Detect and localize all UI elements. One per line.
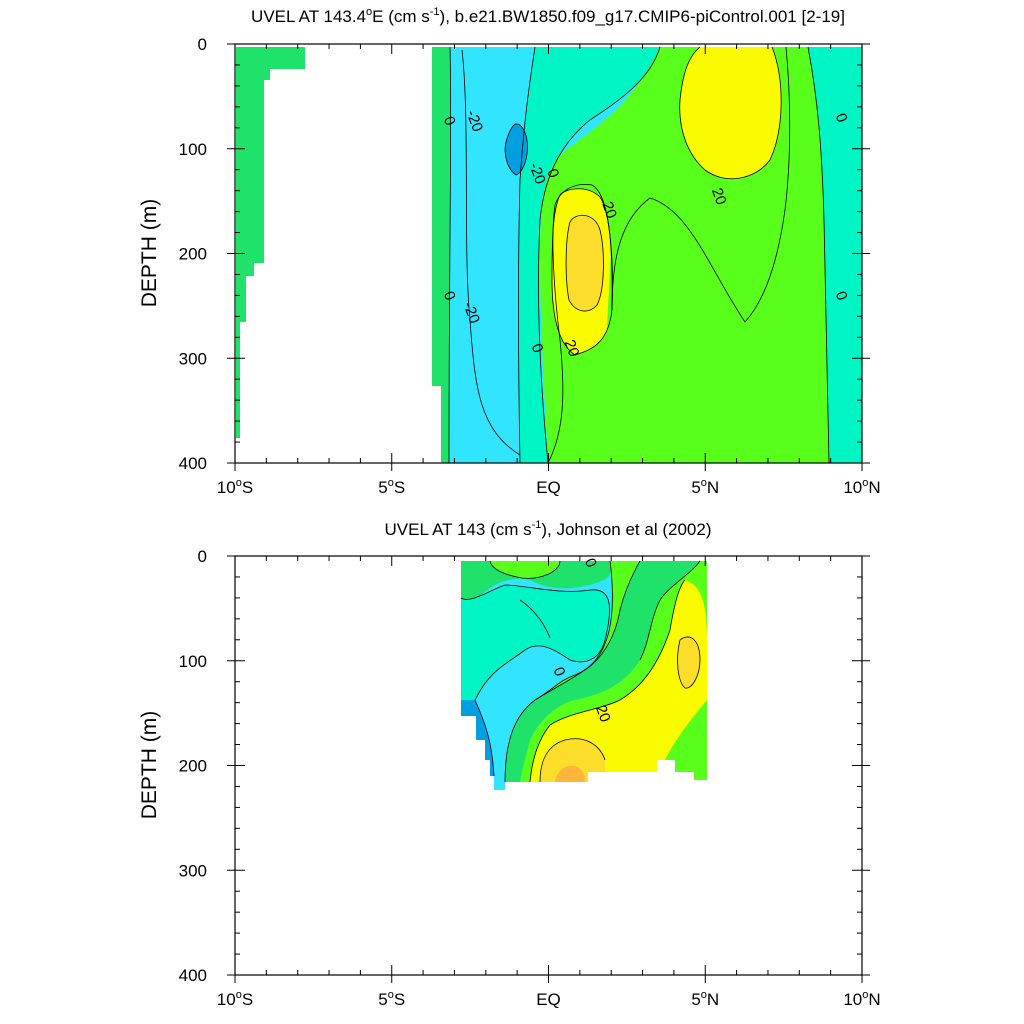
x-tick-label: 10oS [217, 989, 253, 1009]
x-tick-label: 5oS [378, 989, 405, 1009]
contour-fill-gold-core [540, 738, 605, 782]
contour-line-e [539, 738, 606, 783]
x-tick-label: EQ [536, 478, 561, 497]
contour-fill-gold-east [677, 636, 700, 689]
contour-label: 20 [598, 199, 620, 220]
contour-fill-east-turquoise [808, 47, 862, 463]
contour-lines [448, 46, 830, 463]
contour-line-10-north [611, 46, 791, 323]
y-tick-label: 200 [179, 757, 207, 776]
contour-line-i [519, 599, 551, 639]
panel-observations: UVEL AT 143 (cm s-1), Johnson et al (200… [138, 519, 881, 1009]
contour-line-0-center [538, 46, 661, 463]
y-tick-label: 300 [179, 861, 207, 880]
contour-fill-surface-lightgreen [490, 561, 560, 579]
contour-fill-blue-core [461, 700, 494, 776]
y-tick-label: 100 [179, 652, 207, 671]
x-tick-label: EQ [536, 990, 561, 1009]
contour-fill-gold-core [566, 215, 604, 312]
y-tick-label: 400 [179, 454, 207, 473]
contour-line-j [639, 560, 701, 661]
contour-fill-west-boundary [432, 47, 450, 463]
y-tick-label: 0 [198, 547, 207, 566]
contour-label: 20 [561, 338, 583, 359]
y-tick-label: 300 [179, 349, 207, 368]
contour-label: -20 [463, 108, 486, 134]
contour-line-d [529, 579, 686, 783]
contour-fill-west-strip [236, 47, 305, 438]
contour-line-b [504, 560, 613, 783]
contour-line-0-east [807, 46, 830, 463]
axes: 10oS 5oS EQ 5oN 10oN 0 100 200 300 400 [179, 547, 881, 1009]
y-axis-label: DEPTH (m) [138, 711, 161, 820]
contour-line-30-south [565, 214, 604, 312]
contour-lines [460, 560, 701, 783]
contour-fill-orange-core [555, 765, 585, 782]
contour-line-a [460, 584, 610, 701]
x-tick-label: 5oS [378, 477, 405, 497]
y-axis-label: DEPTH (m) [138, 199, 161, 308]
contour-line-neg10-blob [504, 123, 528, 176]
contour-fill-turquoise-band [518, 47, 660, 463]
contour-line-neg20-west [461, 49, 521, 456]
contour-line-c [534, 560, 641, 701]
contour-label: -20 [460, 300, 483, 326]
contour-fill-east-darkgreen [505, 561, 700, 782]
x-tick-label: 10oN [843, 989, 880, 1009]
x-tick-label: 10oN [843, 477, 880, 497]
contour-line-20-south [551, 188, 613, 356]
y-tick-label: 400 [179, 966, 207, 985]
chart-title: UVEL AT 143.4oE (cm s-1), b.e21.BW1850.f… [251, 6, 845, 26]
contour-field [236, 46, 862, 463]
y-tick-label: 200 [179, 245, 207, 264]
contour-line-g [474, 699, 495, 777]
y-tick-label: 0 [198, 35, 207, 54]
contour-fill-yellow-core-north [679, 47, 782, 179]
contour-line-h [489, 560, 561, 579]
x-tick-label: 5oN [691, 989, 719, 1009]
contour-fill-turquoise-nw [461, 585, 610, 700]
chart-title: UVEL AT 143 (cm s-1), Johnson et al (200… [385, 519, 712, 539]
contour-line-0-west [448, 46, 452, 463]
contour-line-f [677, 636, 701, 689]
contour-line-20-north [679, 46, 782, 179]
contour-fill-north-green [600, 47, 808, 463]
x-tick-label: 10oS [217, 477, 253, 497]
panel-model: UVEL AT 143.4oE (cm s-1), b.e21.BW1850.f… [138, 6, 881, 497]
contour-fill-yellow [530, 580, 707, 782]
contour-label: 20 [708, 186, 730, 207]
contour-label: -20 [525, 160, 548, 186]
contour-line-neg20-east [518, 46, 536, 463]
contour-fill-blue-core [505, 123, 528, 175]
contour-field [460, 560, 707, 790]
y-tick-label: 100 [179, 140, 207, 159]
contour-label: 20 [592, 703, 614, 724]
axes: 10oS 5oS EQ 5oN 10oN 0 100 200 300 400 [179, 35, 881, 497]
x-tick-label: 5oN [691, 477, 719, 497]
